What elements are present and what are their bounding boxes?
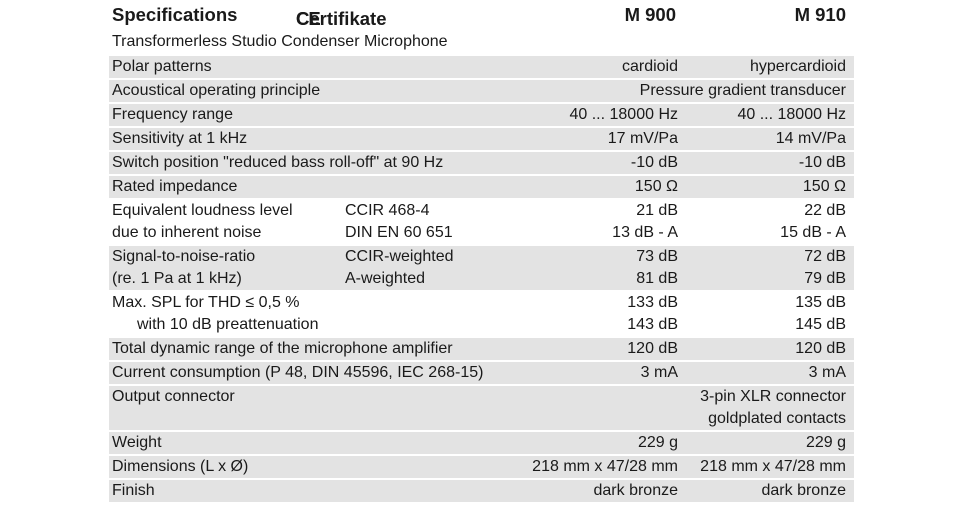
spec-row: Dimensions (L x Ø) 218 mm x 47/28 mm 218 m…: [109, 456, 854, 480]
spec-row-line: Sensitivity at 1 kHz 17 mV/Pa 14 mV/Pa: [109, 128, 854, 150]
spec-label: Finish: [112, 482, 155, 499]
spec-value-m900: 81 dB: [636, 270, 678, 287]
spec-value-m910: 120 dB: [795, 340, 846, 357]
spec-row-line: Rated impedance 150 Ω 150 Ω: [109, 176, 854, 198]
spec-row: Rated impedance 150 Ω 150 Ω: [109, 176, 854, 200]
spec-row: Weight 229 g 229 g: [109, 432, 854, 456]
spec-label: Sensitivity at 1 kHz: [112, 130, 248, 147]
spec-row: Max. SPL for THD ≤ 0,5 % 133 dB 135 dB with…: [109, 292, 854, 338]
spec-value-m900: 21 dB: [636, 202, 678, 219]
spec-value-m910: 22 dB: [804, 202, 846, 219]
spec-row: Frequency range 40 ... 18000 Hz 40 ... 180…: [109, 104, 854, 128]
spec-row: Polar patterns cardioid hypercardioid: [109, 56, 854, 80]
spec-row: Switch position "reduced bass roll-off" …: [109, 152, 854, 176]
spec-row: Signal-to-noise-ratio CCIR-weighted 73 dB 7…: [109, 246, 854, 292]
spec-label: (re. 1 Pa at 1 kHz): [112, 270, 242, 287]
spec-value-m910: 15 dB - A: [780, 224, 846, 241]
spec-row-line: Max. SPL for THD ≤ 0,5 % 133 dB 135 dB: [109, 292, 854, 314]
spec-row-line: Signal-to-noise-ratio CCIR-weighted 73 dB 7…: [109, 246, 854, 268]
spec-value-m900: cardioid: [621, 58, 678, 75]
spec-value-m900: 40 ... 18000 Hz: [569, 106, 678, 123]
spec-row-line: Output connector 3-pin XLR connector: [109, 386, 854, 408]
spec-value-both: goldplated contacts: [708, 410, 846, 427]
spec-value-m900: dark bronze: [593, 482, 679, 499]
spec-value-both: 3-pin XLR connector: [700, 388, 846, 405]
spec-value-m910: dark bronze: [761, 482, 847, 499]
spec-value-m900: 120 dB: [627, 340, 678, 357]
spec-label: Rated impedance: [112, 178, 238, 195]
spec-condition: CCIR-weighted: [345, 248, 454, 265]
spec-label: due to inherent noise: [112, 224, 262, 241]
spec-label: Output connector: [112, 388, 235, 405]
spec-row-line: Acoustical operating principle Pressure g…: [109, 80, 854, 102]
ce-mark-icon: CE: [296, 8, 321, 29]
product-subtitle: Transformerless Studio Condenser Microph…: [112, 33, 448, 50]
spec-value-m910: 3 mA: [808, 364, 846, 381]
spec-label: Max. SPL for THD ≤ 0,5 %: [112, 294, 300, 311]
spec-row-line: Current consumption (P 48, DIN 45596, IE…: [109, 362, 854, 384]
spec-label: with 10 dB preattenuation: [137, 316, 319, 333]
specifications-title: Specifications: [112, 4, 238, 25]
spec-value-m900: 143 dB: [627, 316, 678, 333]
spec-row: Current consumption (P 48, DIN 45596, IE…: [109, 362, 854, 386]
spec-row: Sensitivity at 1 kHz 17 mV/Pa 14 mV/Pa: [109, 128, 854, 152]
spec-value-m910: 40 ... 18000 Hz: [737, 106, 846, 123]
spec-label: Total dynamic range of the microphone am…: [112, 340, 453, 357]
spec-value-m900: 13 dB - A: [612, 224, 678, 241]
column-header-m910: M 910: [794, 4, 846, 25]
spec-value-both: Pressure gradient transducer: [639, 82, 846, 99]
spec-value-m910: -10 dB: [798, 154, 846, 171]
spec-value-m910: 150 Ω: [802, 178, 846, 195]
certificates-label: Certifikate: [296, 8, 387, 29]
spec-row: Equivalent loudness level CCIR 468-4 21 dB…: [109, 200, 854, 246]
spec-value-m900: 73 dB: [636, 248, 678, 265]
spec-row: Acoustical operating principle Pressure g…: [109, 80, 854, 104]
spec-value-m910: 229 g: [805, 434, 846, 451]
spec-value-m910: 145 dB: [795, 316, 846, 333]
spec-row: Output connector 3-pin XLR connector goldp…: [109, 386, 854, 432]
spec-row-line: Polar patterns cardioid hypercardioid: [109, 56, 854, 78]
spec-condition: CCIR 468-4: [345, 202, 430, 219]
spec-table: Polar patterns cardioid hypercardioid Acous…: [109, 56, 854, 504]
spec-value-m910: 72 dB: [804, 248, 846, 265]
spec-row: Finish dark bronze dark bronze: [109, 480, 854, 504]
spec-condition: A-weighted: [345, 270, 426, 287]
spec-label: Weight: [112, 434, 162, 451]
spec-row: Total dynamic range of the microphone am…: [109, 338, 854, 362]
spec-row-line: Frequency range 40 ... 18000 Hz 40 ... 180…: [109, 104, 854, 126]
spec-row-line: Total dynamic range of the microphone am…: [109, 338, 854, 360]
spec-value-m900: 218 mm x 47/28 mm: [532, 458, 678, 475]
spec-label: Frequency range: [112, 106, 233, 123]
column-header-m900: M 900: [624, 4, 676, 25]
spec-label: Equivalent loudness level: [112, 202, 293, 219]
spec-value-m910: 218 mm x 47/28 mm: [700, 458, 846, 475]
spec-value-m910: 79 dB: [804, 270, 846, 287]
spec-value-m900: 3 mA: [640, 364, 678, 381]
spec-value-m900: -10 dB: [630, 154, 678, 171]
spec-row-line: Finish dark bronze dark bronze: [109, 480, 854, 502]
spec-row-line: due to inherent noise DIN EN 60 651 13 dB …: [109, 222, 854, 244]
spec-label: Acoustical operating principle: [112, 82, 321, 99]
spec-value-m900: 17 mV/Pa: [607, 130, 678, 147]
spec-value-m900: 150 Ω: [634, 178, 678, 195]
spec-value-m910: hypercardioid: [749, 58, 846, 75]
spec-label: Polar patterns: [112, 58, 212, 75]
spec-value-m900: 133 dB: [627, 294, 678, 311]
spec-condition: DIN EN 60 651: [345, 224, 453, 241]
spec-row-line: Equivalent loudness level CCIR 468-4 21 dB…: [109, 200, 854, 222]
spec-row-line: Weight 229 g 229 g: [109, 432, 854, 454]
spec-value-m900: 229 g: [637, 434, 678, 451]
spec-row-line: goldplated contacts: [109, 408, 854, 430]
spec-header: Specifications CE Certifikate M 900 M 910: [0, 0, 960, 30]
spec-label: Signal-to-noise-ratio: [112, 248, 256, 265]
spec-label: Current consumption (P 48, DIN 45596, IE…: [112, 364, 484, 381]
spec-row-line: Dimensions (L x Ø) 218 mm x 47/28 mm 218 m…: [109, 456, 854, 478]
spec-value-m910: 14 mV/Pa: [775, 130, 846, 147]
spec-label: Switch position "reduced bass roll-off" …: [112, 154, 444, 171]
spec-row-line: with 10 dB preattenuation 143 dB 145 dB: [109, 314, 854, 336]
spec-row-line: (re. 1 Pa at 1 kHz) A-weighted 81 dB 79 dB: [109, 268, 854, 290]
spec-row-line: Switch position "reduced bass roll-off" …: [109, 152, 854, 174]
spec-label: Dimensions (L x Ø): [112, 458, 249, 475]
spec-value-m910: 135 dB: [795, 294, 846, 311]
